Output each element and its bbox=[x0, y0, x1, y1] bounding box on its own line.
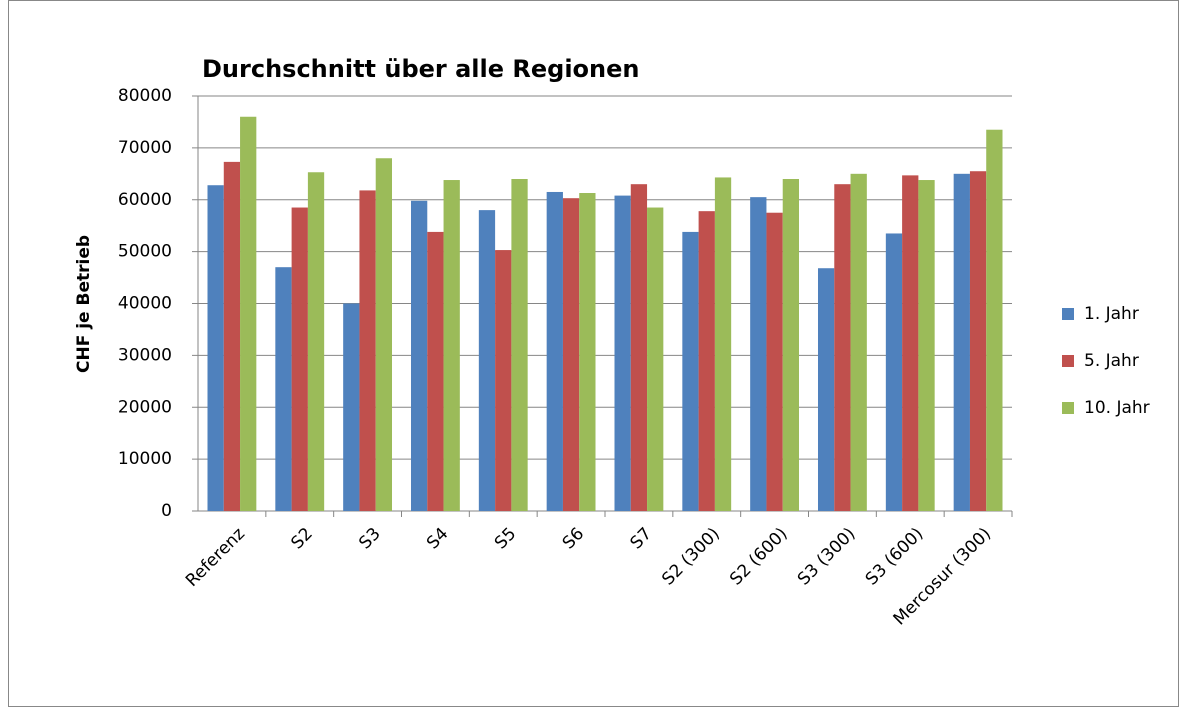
bar bbox=[307, 172, 325, 511]
bar bbox=[427, 231, 444, 511]
bar bbox=[885, 233, 903, 511]
bar bbox=[918, 180, 935, 511]
bar bbox=[495, 250, 512, 511]
y-tick-label: 50000 bbox=[118, 242, 172, 262]
bar bbox=[275, 267, 292, 511]
bar bbox=[562, 198, 580, 511]
legend-label: 1. Jahr bbox=[1084, 304, 1139, 324]
y-tick-label: 70000 bbox=[118, 138, 172, 158]
y-tick-label: 60000 bbox=[118, 190, 172, 210]
legend-label: 10. Jahr bbox=[1084, 398, 1150, 418]
bar bbox=[223, 161, 241, 511]
bar bbox=[953, 173, 970, 511]
y-axis-title: CHF je Betrieb bbox=[74, 235, 94, 373]
y-tick-label: 20000 bbox=[118, 397, 172, 417]
y-tick-label: 30000 bbox=[118, 345, 172, 365]
bar bbox=[902, 175, 919, 511]
bar bbox=[682, 231, 699, 511]
bar bbox=[343, 303, 360, 511]
bar bbox=[986, 129, 1003, 511]
chart-title: Durchschnitt über alle Regionen bbox=[202, 55, 639, 83]
bar bbox=[359, 190, 376, 511]
bar bbox=[647, 207, 664, 511]
y-tick-label: 40000 bbox=[118, 294, 172, 314]
y-tick-label: 10000 bbox=[118, 449, 172, 469]
bar bbox=[291, 207, 308, 511]
legend-swatch bbox=[1062, 355, 1074, 367]
bar bbox=[834, 184, 851, 511]
bar bbox=[410, 200, 428, 511]
bar bbox=[782, 179, 800, 511]
bar bbox=[478, 210, 496, 511]
bar bbox=[750, 197, 767, 511]
bar bbox=[614, 195, 631, 511]
bar bbox=[207, 185, 224, 511]
bar bbox=[817, 268, 835, 511]
bar bbox=[766, 212, 783, 511]
legend-label: 5. Jahr bbox=[1084, 351, 1139, 371]
bar bbox=[443, 180, 460, 511]
bar bbox=[630, 184, 648, 511]
bar bbox=[546, 191, 563, 511]
bar bbox=[698, 211, 715, 511]
y-tick-label: 80000 bbox=[118, 86, 172, 106]
bar bbox=[714, 177, 732, 511]
bar bbox=[240, 116, 257, 511]
legend-swatch bbox=[1062, 402, 1074, 414]
legend-swatch bbox=[1062, 308, 1074, 320]
bar bbox=[579, 193, 596, 511]
bar bbox=[969, 171, 987, 511]
y-tick-label: 0 bbox=[161, 501, 172, 521]
bar bbox=[511, 179, 528, 511]
bar bbox=[375, 158, 393, 511]
bar bbox=[850, 173, 867, 511]
